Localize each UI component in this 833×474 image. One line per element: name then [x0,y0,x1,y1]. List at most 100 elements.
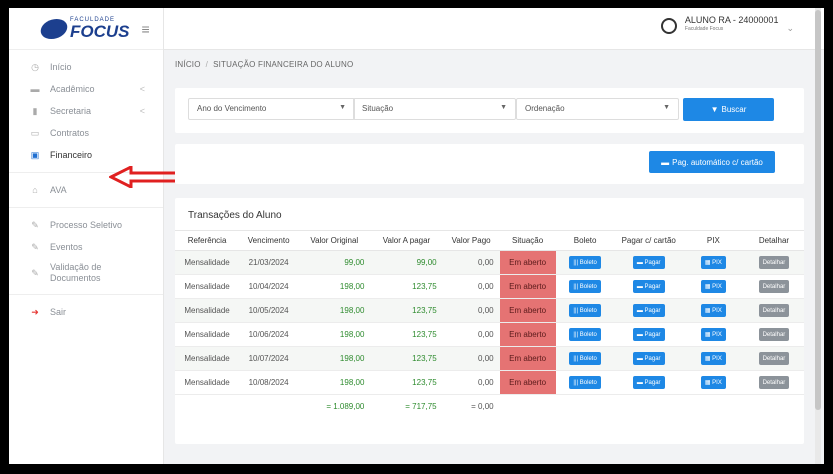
detalhar-button[interactable]: Detalhar [758,376,790,389]
credit-card-icon: ▬ [636,307,643,314]
sidebar: FACULDADE FOCUS ≡ ◷ Início ▬ Acadêmico <… [9,8,164,464]
ordenacao-select[interactable]: Ordenação ▼ [516,98,679,120]
sidebar-item-label: Sair [50,307,67,317]
cell-valor-pago: 0,00 [442,322,500,347]
buscar-button[interactable]: ▼ Buscar [683,98,774,121]
cell-vencimento: 10/08/2024 [239,370,299,395]
cell-pix: ▦ PIX [682,250,744,275]
sidebar-item-processo-seletivo[interactable]: ✎ Processo Seletivo [9,214,163,236]
col-referencia: Referência [175,230,240,251]
sidebar-item-secretaria[interactable]: ▮ Secretaria < [9,100,163,122]
pix-button[interactable]: ▦ PIX [700,304,726,317]
boleto-label: Boleto [579,283,597,290]
boleto-button[interactable]: ||| Boleto [569,376,601,389]
sidebar-item-label: Secretaria [50,106,92,116]
sidebar-item-academico[interactable]: ▬ Acadêmico < [9,78,163,100]
autopay-card-button[interactable]: ▬ Pag. automático c/ cartão [649,151,775,173]
cell-valor-apagar: 123,75 [370,274,443,299]
breadcrumb-home[interactable]: INÍCIO [175,60,201,69]
pix-button[interactable]: ▦ PIX [700,328,726,341]
cell-detalhar: Detalhar [743,250,804,275]
logout-icon: ➜ [31,306,39,317]
pagar-cartao-button[interactable]: ▬ Pagar [632,280,665,293]
cell-pagar: ▬ Pagar [614,370,683,395]
transactions-title: Transações do Aluno [188,210,282,221]
cell-situacao: Em aberto [499,346,556,371]
pagar-cartao-button[interactable]: ▬ Pagar [632,256,665,269]
barcode-icon: ||| [573,283,579,290]
pix-button[interactable]: ▦ PIX [700,352,726,365]
boleto-button[interactable]: ||| Boleto [569,328,601,341]
barcode-icon: ||| [573,259,579,266]
situacao-select[interactable]: Situação ▼ [353,98,516,120]
sidebar-item-validacao[interactable]: ✎ Validação de Documentos [9,258,163,288]
detalhar-button[interactable]: Detalhar [758,328,790,341]
table-row: Mensalidade 10/07/2024 198,00 123,75 0,0… [175,346,804,371]
sidebar-item-label: Validação de Documentos [50,262,102,283]
boleto-button[interactable]: ||| Boleto [569,280,601,293]
clock-icon: ◷ [31,61,39,72]
scrollbar-thumb[interactable] [815,10,821,410]
cell-vencimento: 10/05/2024 [239,298,299,323]
user-menu[interactable]: ALUNO RA - 24000001 Faculdade Focus ⌄ [660,15,794,34]
ano-vencimento-select[interactable]: Ano do Vencimento ▼ [188,98,355,120]
cell-detalhar: Detalhar [743,322,804,347]
ordenacao-value: Ordenação [525,104,565,113]
pagar-cartao-button[interactable]: ▬ Pagar [632,328,665,341]
cell-boleto: ||| Boleto [555,370,615,395]
pix-button[interactable]: ▦ PIX [700,280,726,293]
cell-referencia: Mensalidade [175,346,240,371]
contract-icon: ▭ [30,127,40,138]
sidebar-item-eventos[interactable]: ✎ Eventos [9,236,163,258]
transactions-card: Transações do Aluno Referência Venciment… [175,198,804,444]
barcode-icon: ||| [573,379,579,386]
detalhar-button[interactable]: Detalhar [758,304,790,317]
cell-situacao: Em aberto [499,274,556,299]
graduation-cap-icon: ⌂ [32,185,38,195]
cell-pix: ▦ PIX [682,322,744,347]
pix-label: PIX [712,283,722,290]
cell-pagar: ▬ Pagar [614,346,683,371]
cell-pix: ▦ PIX [682,298,744,323]
cell-detalhar: Detalhar [743,346,804,371]
document-icon: ▮ [32,105,38,116]
cell-valor-original: 198,00 [298,370,371,395]
pix-button[interactable]: ▦ PIX [700,376,726,389]
sidebar-item-ava[interactable]: ⌂ AVA [9,179,163,201]
qrcode-icon: ▦ [704,332,711,338]
boleto-button[interactable]: ||| Boleto [569,304,601,317]
cell-boleto: ||| Boleto [555,346,615,371]
red-arrow-annotation [109,166,181,188]
table-row: Mensalidade 10/05/2024 198,00 123,75 0,0… [175,298,804,323]
boleto-label: Boleto [579,259,597,266]
detalhar-button[interactable]: Detalhar [758,352,790,365]
sidebar-item-financeiro[interactable]: ▣ Financeiro [9,144,163,166]
logo[interactable]: FACULDADE FOCUS [70,17,130,40]
qrcode-icon: ▦ [704,308,711,314]
boleto-button[interactable]: ||| Boleto [569,352,601,365]
cell-valor-pago: 0,00 [442,250,500,275]
pagar-cartao-button[interactable]: ▬ Pagar [632,376,665,389]
pagar-cartao-button[interactable]: ▬ Pagar [632,304,665,317]
detalhar-button[interactable]: Detalhar [758,280,790,293]
detalhar-button[interactable]: Detalhar [758,256,790,269]
credit-card-icon: ▬ [636,283,643,290]
breadcrumb: INÍCIO / SITUAÇÃO FINANCEIRA DO ALUNO [175,60,353,69]
cell-valor-original: 198,00 [298,298,371,323]
boleto-button[interactable]: ||| Boleto [569,256,601,269]
credit-card-icon: ▬ [636,331,643,338]
chevron-left-icon: < [139,106,145,116]
table-header-row: Referência Vencimento Valor Original Val… [175,230,804,251]
pix-button[interactable]: ▦ PIX [700,256,726,269]
sidebar-item-contratos[interactable]: ▭ Contratos [9,122,163,144]
sidebar-item-sair[interactable]: ➜ Sair [9,301,163,323]
pagar-cartao-button[interactable]: ▬ Pagar [632,352,665,365]
breadcrumb-separator: / [205,60,209,69]
buscar-label: Buscar [721,105,747,114]
cell-valor-apagar: 123,75 [370,346,443,371]
pagar-label: Pagar [644,331,661,338]
sidebar-item-inicio[interactable]: ◷ Início [9,56,163,78]
hamburger-menu-icon[interactable]: ≡ [141,20,150,37]
edit-icon: ✎ [31,241,39,252]
col-valor-pago: Valor Pago [442,230,500,251]
